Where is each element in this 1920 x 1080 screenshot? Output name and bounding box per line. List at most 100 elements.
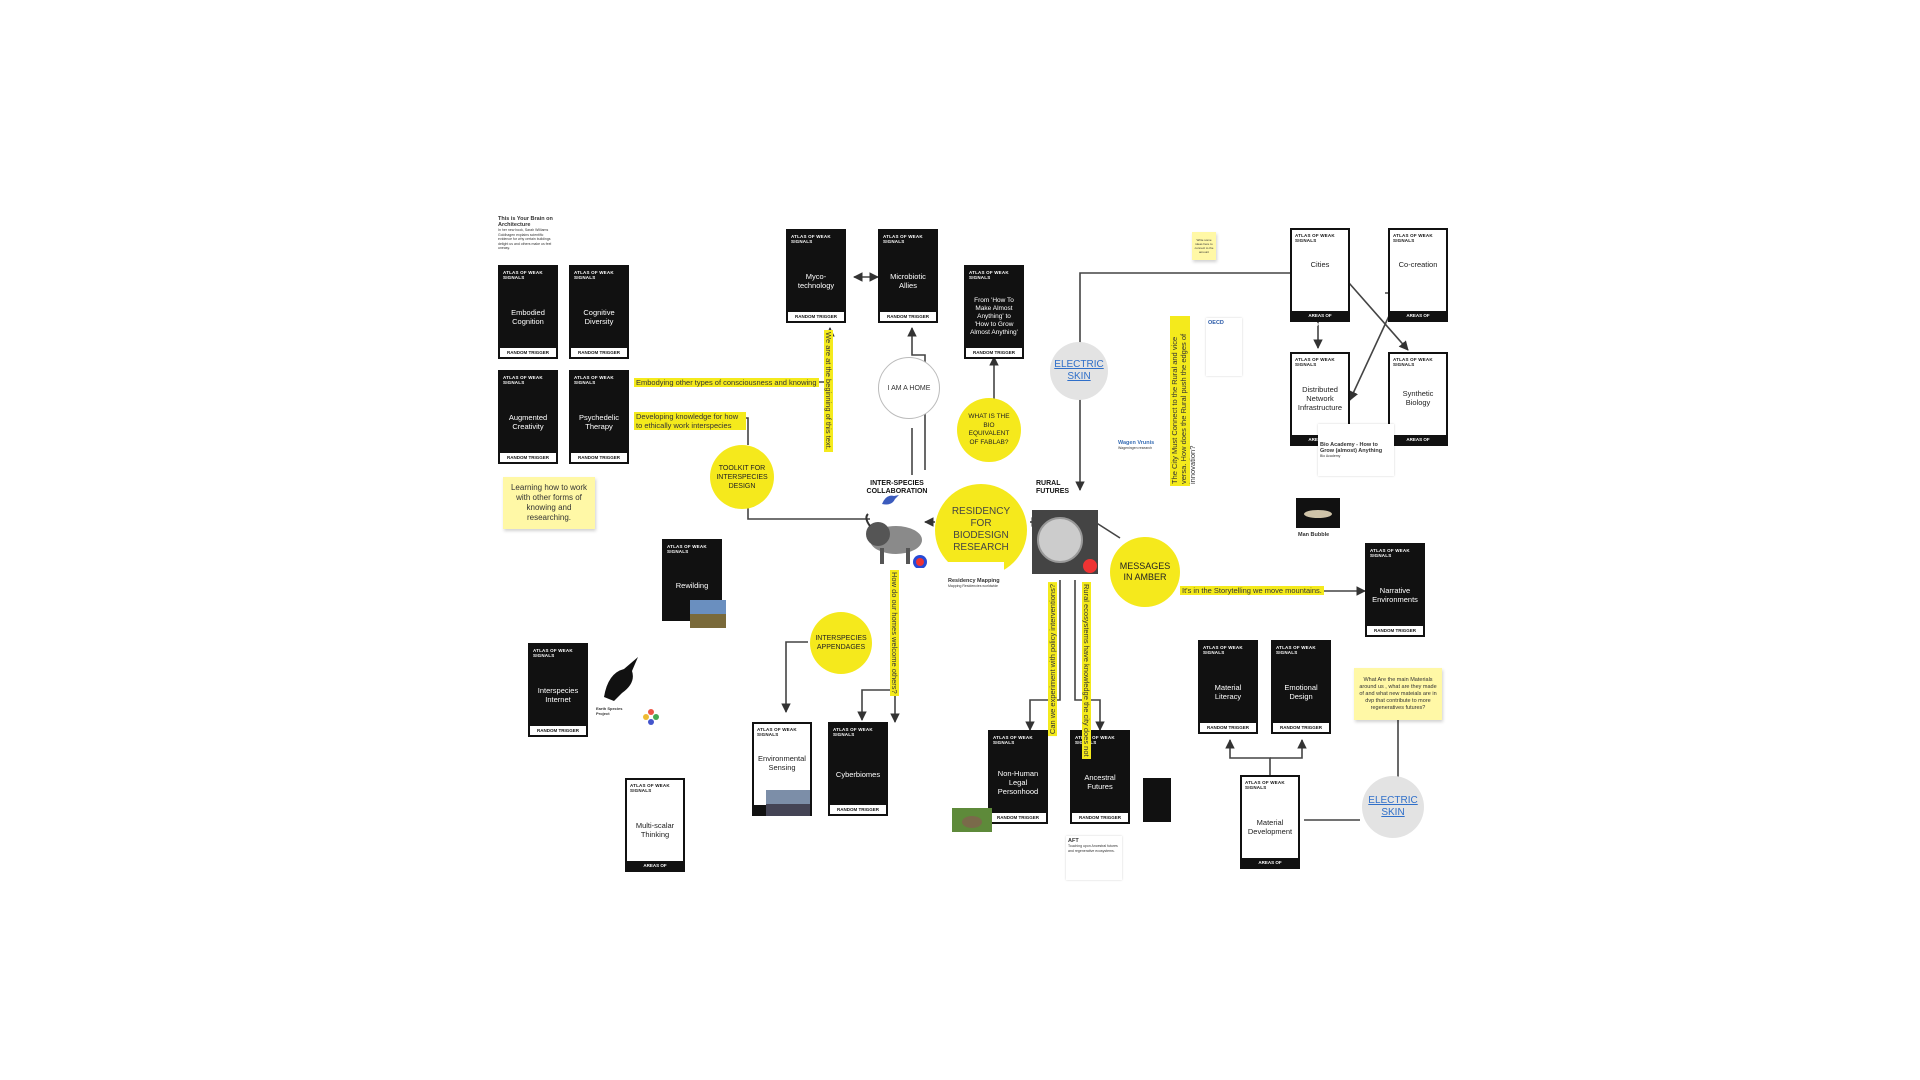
card-footer: RANDOM TRIGGER — [1273, 723, 1329, 732]
card-microbiotic-allies[interactable]: ATLAS OF WEAK SIGNALS Microbiotic Allies… — [878, 229, 938, 323]
card-psychedelic-therapy[interactable]: ATLAS OF WEAK SIGNALS Psychedelic Therap… — [569, 370, 629, 464]
experiment-policy-highlight: Can we experiment with policy interventi… — [1048, 582, 1057, 737]
small-note-sticky[interactable]: Write some ideas here to connect to the … — [1192, 232, 1216, 260]
card-title: Synthetic Biology — [1402, 389, 1434, 407]
card-header: ATLAS OF WEAK SIGNALS — [1295, 357, 1335, 367]
brain-article-body: In her new book, Sarah Williams Goldhage… — [498, 228, 552, 250]
card-footer: RANDOM TRIGGER — [500, 453, 556, 462]
card-multi-scalar-thinking[interactable]: ATLAS OF WEAK SIGNALS Multi-scalar Think… — [625, 778, 685, 877]
aft-body: Touching upon Ancestral futures and rege… — [1068, 844, 1118, 853]
card-ancestral-futures[interactable]: ATLAS OF WEAK SIGNALS Ancestral Futures … — [1070, 730, 1130, 824]
electric-skin-top-circle[interactable]: ELECTRIC SKIN — [1050, 342, 1108, 400]
developing-highlight: Developing knowledge for how to ethicall… — [634, 412, 746, 430]
mini-dark-card[interactable] — [1143, 778, 1171, 822]
card-synthetic-biology[interactable]: ATLAS OF WEAK SIGNALS Synthetic Biology … — [1388, 352, 1448, 451]
materials-sticky-text: What Are the main Materials around us , … — [1359, 676, 1437, 711]
electric-skin-bottom-circle[interactable]: ELECTRIC SKIN — [1362, 776, 1424, 838]
card-cyberbiomes[interactable]: ATLAS OF WEAK SIGNALS Cyberbiomes RANDOM… — [828, 722, 888, 816]
toolkit-label: TOOLKIT FOR INTERSPECIES DESIGN — [716, 464, 768, 490]
card-footer: AREAS OF OPPORTUNITY — [627, 861, 683, 877]
i-am-a-home-circle[interactable]: I AM A HOME — [878, 357, 940, 419]
card-title: From 'How To Make Almost Anything' to 'H… — [970, 297, 1018, 336]
card-title: Emotional Design — [1284, 683, 1318, 701]
card-narrative-environments[interactable]: ATLAS OF WEAK SIGNALS Narrative Environm… — [1365, 543, 1425, 637]
card-title: Co-creation — [1398, 259, 1438, 269]
interspecies-appendages-label: INTERSPECIES APPENDAGES — [815, 635, 867, 651]
card-cognitive-diversity[interactable]: ATLAS OF WEAK SIGNALS Cognitive Diversit… — [569, 265, 629, 359]
card-title: Augmented Creativity — [508, 413, 548, 431]
residency-hub-circle[interactable]: RESIDENCY FOR BIODESIGN RESEARCH — [935, 484, 1027, 576]
card-footer: RANDOM TRIGGER — [1367, 626, 1423, 635]
man-bubble-card[interactable]: Man Bubble — [1296, 530, 1346, 552]
card-footer: RANDOM TRIGGER — [500, 348, 556, 357]
card-co-creation[interactable]: ATLAS OF WEAK SIGNALS Co-creation AREAS … — [1388, 228, 1448, 327]
embodying-highlight: Embodying other types of consciousness a… — [634, 378, 819, 387]
sensing-thumbnail — [766, 790, 810, 816]
card-embodied-cognition[interactable]: ATLAS OF WEAK SIGNALS Embodied Cognition… — [498, 265, 558, 359]
flower-logo-icon — [643, 709, 659, 725]
card-header: ATLAS OF WEAK SIGNALS — [1245, 780, 1285, 790]
card-footer: RANDOM TRIGGER — [530, 726, 586, 735]
card-header: ATLAS OF WEAK SIGNALS — [1393, 357, 1433, 367]
silver-coin-image — [1032, 510, 1098, 574]
card-header: ATLAS OF WEAK SIGNALS — [533, 648, 573, 658]
card-title: Microbiotic Allies — [890, 272, 926, 290]
card-title: Cognitive Diversity — [583, 308, 615, 326]
city-must-connect-highlight: The City Must Connect to the Rural and v… — [1170, 316, 1197, 486]
learning-sticky[interactable]: Learning how to work with other forms of… — [503, 477, 595, 529]
card-material-literacy[interactable]: ATLAS OF WEAK SIGNALS Material Literacy … — [1198, 640, 1258, 734]
card-header: ATLAS OF WEAK SIGNALS — [503, 375, 543, 385]
card-header: ATLAS OF WEAK SIGNALS — [574, 270, 614, 280]
materials-sticky[interactable]: What Are the main Materials around us , … — [1354, 668, 1442, 720]
card-material-development[interactable]: ATLAS OF WEAK SIGNALS Material Developme… — [1240, 775, 1300, 874]
card-myco-technology[interactable]: ATLAS OF WEAK SIGNALS Myco-technology RA… — [786, 229, 846, 323]
card-how-to-make[interactable]: ATLAS OF WEAK SIGNALS From 'How To Make … — [964, 265, 1024, 359]
bio-academy-card[interactable]: Bio Academy - How to Grow (almost) Anyth… — [1318, 424, 1394, 476]
residency-mapping-title: Residency Mapping — [948, 578, 1000, 584]
residency-hub-label: RESIDENCY FOR BIODESIGN RESEARCH — [951, 506, 1011, 553]
card-interspecies-internet[interactable]: ATLAS OF WEAK SIGNALS Interspecies Inter… — [528, 643, 588, 737]
card-footer: AREAS OF OPPORTUNITY — [1390, 311, 1446, 327]
oecd-title: OECD — [1208, 320, 1224, 326]
card-header: ATLAS OF WEAK SIGNALS — [1370, 548, 1410, 558]
toolkit-circle[interactable]: TOOLKIT FOR INTERSPECIES DESIGN — [710, 445, 774, 509]
card-augmented-creativity[interactable]: ATLAS OF WEAK SIGNALS Augmented Creativi… — [498, 370, 558, 464]
wageningen-card[interactable]: Wagen Vrunis Wageningen research — [1116, 438, 1162, 470]
card-title: Psychedelic Therapy — [578, 413, 620, 431]
card-footer: RANDOM TRIGGER — [966, 348, 1022, 357]
card-footer: RANDOM TRIGGER — [830, 805, 886, 814]
connector — [781, 641, 808, 713]
card-title: Multi-scalar Thinking — [635, 821, 675, 839]
bio-equivalent-circle[interactable]: WHAT IS THE BIO EQUIVALENT OF FABLAB? — [957, 398, 1021, 462]
rural-futures-label: RURAL FUTURES — [1036, 480, 1070, 495]
connector — [1094, 521, 1121, 539]
card-header: ATLAS OF WEAK SIGNALS — [757, 727, 797, 737]
card-title: Material Literacy — [1214, 683, 1242, 701]
bison-illustration — [865, 513, 927, 568]
oecd-card[interactable]: OECD — [1206, 318, 1242, 376]
electric-skin-top-link[interactable]: ELECTRIC SKIN — [1054, 359, 1104, 382]
inter-species-label: INTER-SPECIES COLLABORATION — [866, 480, 928, 495]
brain-article-card[interactable]: This is Your Brain on Architecture In he… — [496, 198, 560, 256]
earth-species-card[interactable]: Earth Species Project — [594, 704, 636, 734]
wageningen-body: Wageningen research — [1118, 446, 1153, 450]
residency-mapping-body: Mapping Residencies worldwide — [948, 584, 998, 588]
card-title: Interspecies Internet — [537, 686, 579, 704]
card-cities[interactable]: ATLAS OF WEAK SIGNALS Cities AREAS OF OP… — [1290, 228, 1350, 327]
card-title: Environmental Sensing — [758, 754, 806, 772]
card-title: Narrative Environments — [1372, 586, 1418, 604]
fish-thumbnail — [1296, 498, 1340, 528]
aft-card[interactable]: AFT Touching upon Ancestral futures and … — [1066, 836, 1122, 880]
card-footer: RANDOM TRIGGER — [1072, 813, 1128, 822]
card-footer: RANDOM TRIGGER — [571, 453, 627, 462]
bio-equivalent-label: WHAT IS THE BIO EQUIVALENT OF FABLAB? — [968, 413, 1010, 446]
interspecies-appendages-circle[interactable]: INTERSPECIES APPENDAGES — [810, 612, 872, 674]
card-header: ATLAS OF WEAK SIGNALS — [993, 735, 1033, 745]
card-non-human-legal-personhood[interactable]: ATLAS OF WEAK SIGNALS Non-Human Legal Pe… — [988, 730, 1048, 824]
card-emotional-design[interactable]: ATLAS OF WEAK SIGNALS Emotional Design R… — [1271, 640, 1331, 734]
landscape-thumbnail — [690, 600, 726, 628]
messages-in-amber-circle[interactable]: MESSAGES IN AMBER — [1110, 537, 1180, 607]
card-footer: RANDOM TRIGGER — [571, 348, 627, 357]
electric-skin-bottom-link[interactable]: ELECTRIC SKIN — [1368, 795, 1418, 818]
residency-mapping-card[interactable]: Residency Mapping Mapping Residencies wo… — [946, 562, 1004, 596]
